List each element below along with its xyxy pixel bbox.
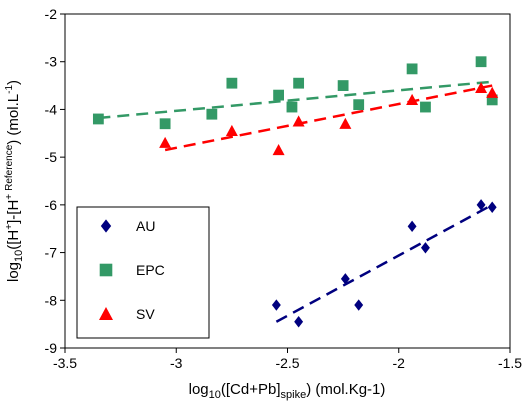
epc-legend-label: EPC [136,262,165,278]
sv-legend-marker [99,307,113,320]
epc-trendline [98,80,493,120]
epc-point [273,89,284,101]
sv-point [486,86,499,98]
x-tick-label: -3 [170,355,183,371]
x-axis: -3.5 -3 -2.5 -2 -1.5 [53,348,522,371]
sv-trendline [164,84,493,152]
legend: AU EPC SV [76,206,210,339]
au-point [487,201,497,213]
au-point [476,199,486,211]
sv-point [406,93,419,105]
epc-legend-marker [99,263,113,277]
sv-point [339,117,352,129]
epc-point [159,118,171,130]
y-tick-label: -2 [45,6,58,22]
epc-point [286,101,298,113]
sv-series [159,81,499,156]
sv-point [272,143,285,156]
x-tick-label: -3.5 [53,355,77,371]
au-point [271,299,281,311]
x-axis-title: log10([Cd+Pb]spike) (mol.Kg-1) [189,381,386,401]
y-tick-label: -4 [45,101,58,117]
au-trendline [275,203,493,323]
epc-series [92,56,498,130]
y-tick-label: -8 [45,292,58,308]
sv-legend-label: SV [136,306,155,322]
au-point [421,242,430,254]
au-point [407,220,417,233]
epc-point [337,80,349,91]
x-tick-label: -1.5 [498,355,522,371]
epc-point [406,63,418,75]
y-tick-label: -6 [45,197,58,213]
epc-point [420,101,431,113]
y-tick-label: -5 [45,149,58,165]
epc-point [486,94,498,106]
epc-point [226,77,238,89]
data-points [92,56,499,328]
sv-point [159,136,172,148]
epc-point [475,56,487,68]
au-point [354,299,364,311]
y-axis-title: log10([H+]-[H+Reference) (mol.L-1) [4,80,25,282]
y-tick-label: -7 [45,245,58,261]
au-point [294,316,304,328]
au-legend-label: AU [136,218,155,234]
sv-point [475,81,488,94]
x-tick-label: -2 [393,355,406,371]
epc-point [293,77,305,89]
y-axis: -9 -8 -7 -6 -5 -4 -3 -2 [45,6,65,356]
epc-point [92,113,104,125]
au-series [271,199,497,328]
au-legend-marker [100,219,112,233]
epc-point [206,108,218,120]
au-point [340,273,350,285]
y-tick-label: -9 [45,340,58,356]
epc-point [353,99,365,111]
trendlines [98,80,493,323]
y-tick-label: -3 [45,54,58,70]
x-tick-label: -2.5 [275,355,299,371]
sv-point [292,115,305,127]
legend-box [76,206,210,339]
sv-point [225,124,238,136]
